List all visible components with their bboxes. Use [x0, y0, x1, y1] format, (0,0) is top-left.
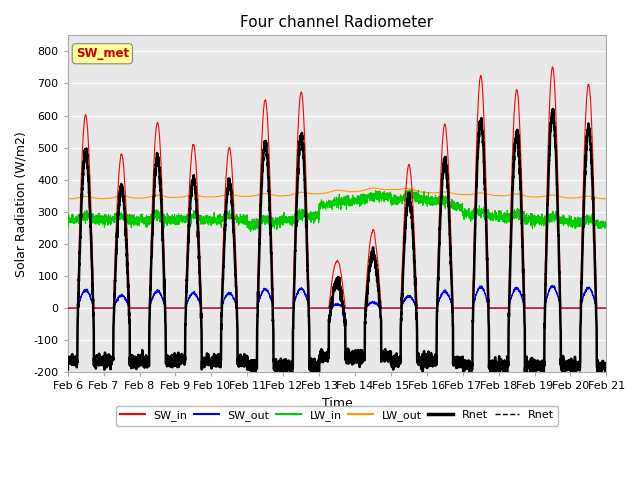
Legend: SW_in, SW_out, LW_in, LW_out, Rnet, Rnet: SW_in, SW_out, LW_in, LW_out, Rnet, Rnet — [116, 406, 559, 426]
Title: Four channel Radiometer: Four channel Radiometer — [241, 15, 434, 30]
Text: SW_met: SW_met — [76, 47, 129, 60]
Y-axis label: Solar Radiation (W/m2): Solar Radiation (W/m2) — [15, 131, 28, 276]
X-axis label: Time: Time — [322, 397, 353, 410]
